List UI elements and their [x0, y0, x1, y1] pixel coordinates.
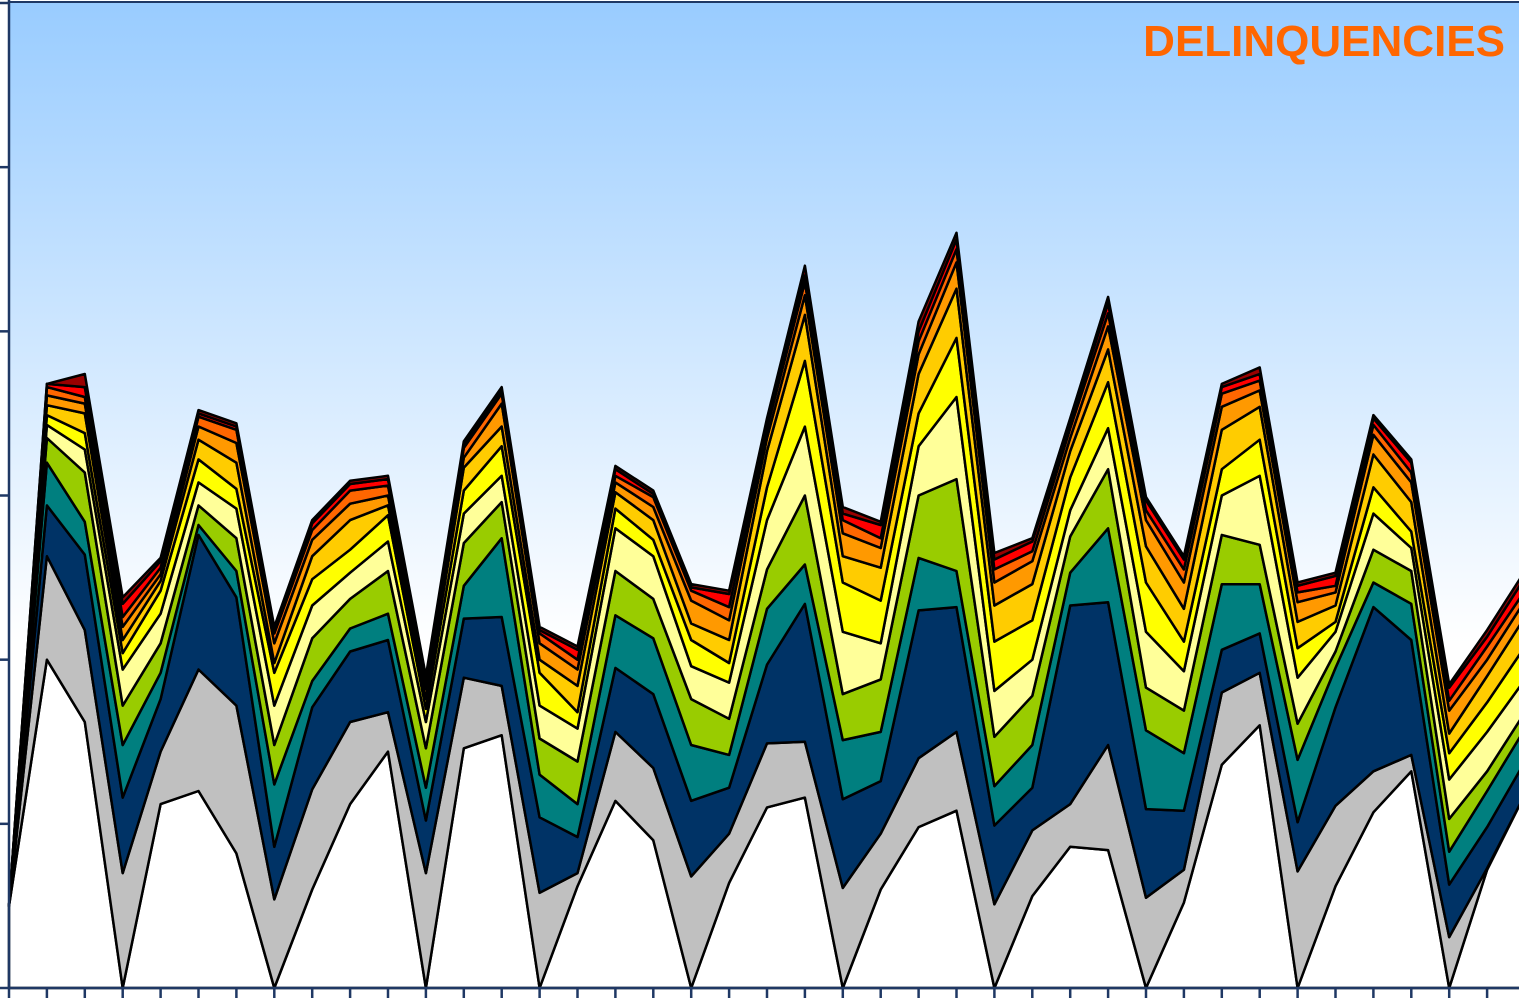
area-series-12 [7, 231, 1519, 908]
chart-title: DELINQUENCIES [1143, 17, 1505, 66]
areas-layer [7, 231, 1519, 990]
